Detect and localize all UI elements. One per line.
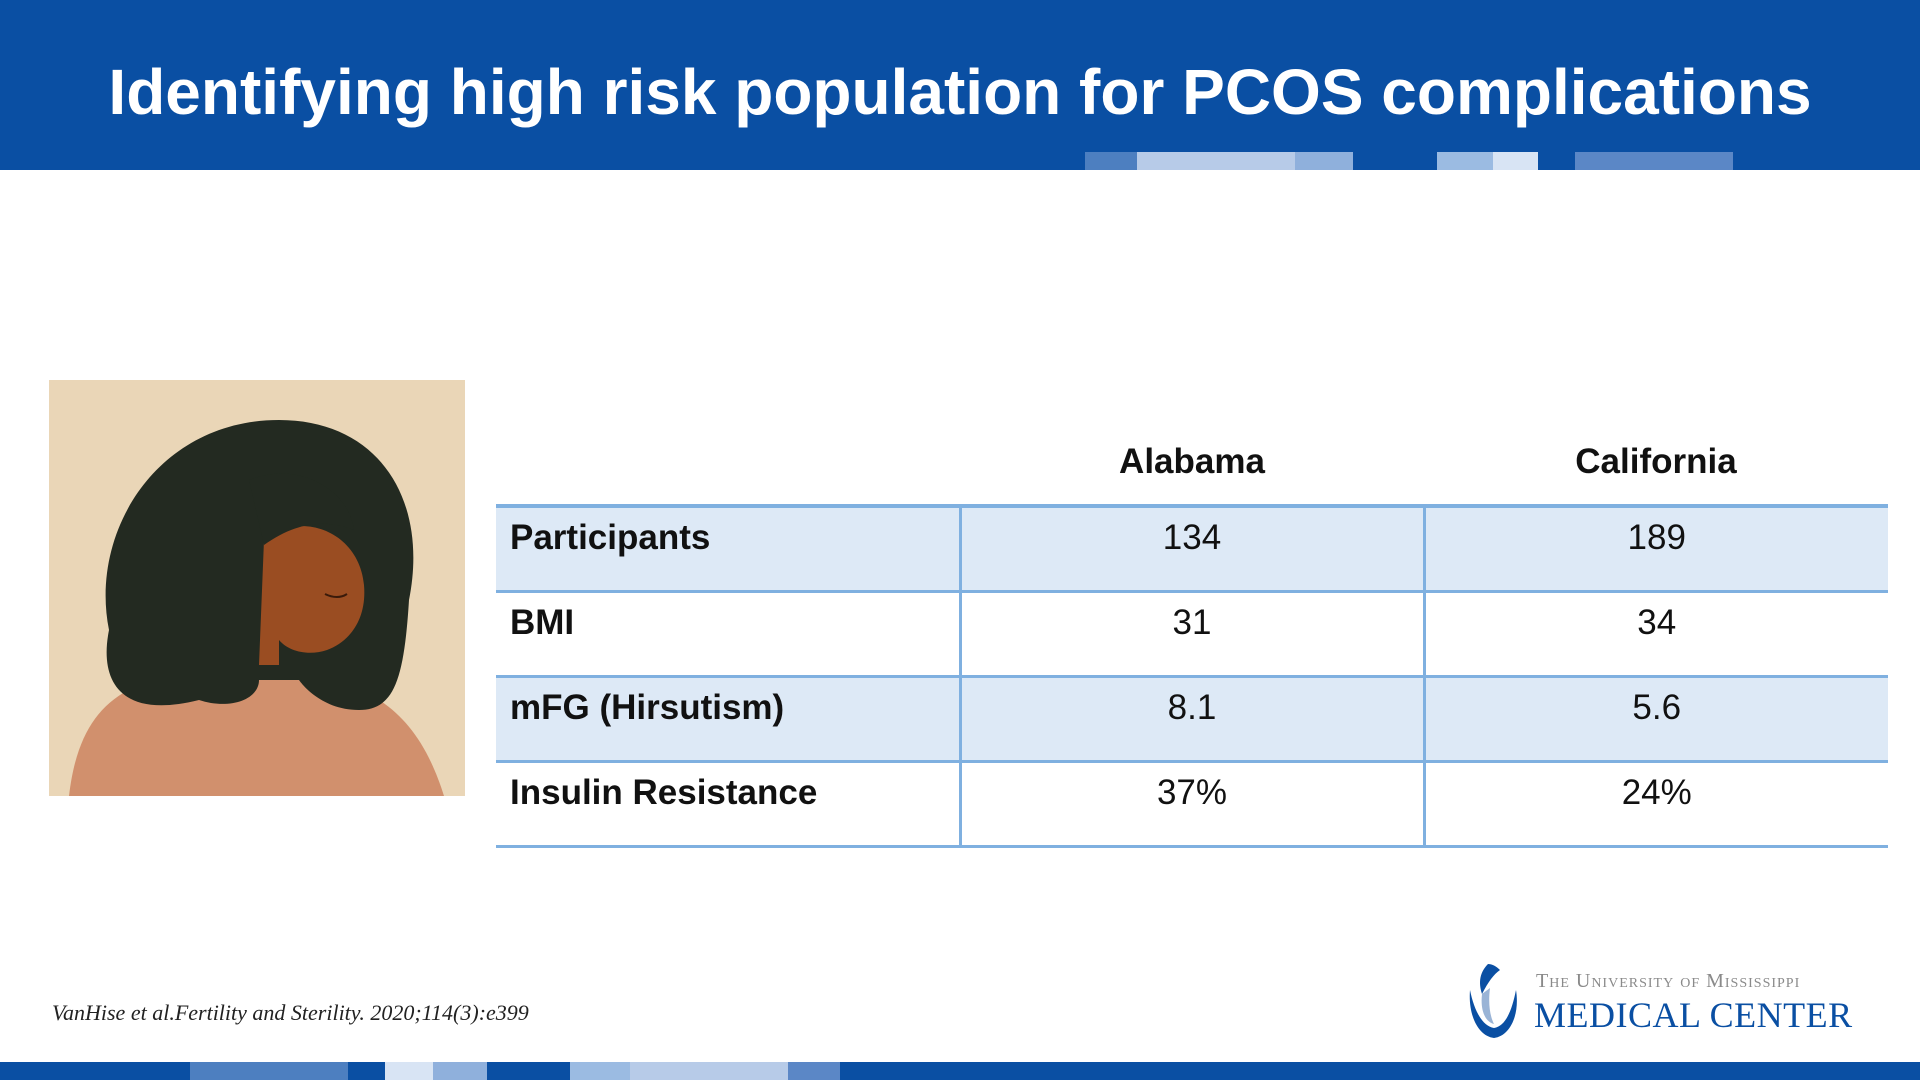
footer-stripe-decoration — [433, 1062, 487, 1080]
header-stripe-decoration — [1575, 152, 1733, 170]
table-row: mFG (Hirsutism) 8.1 5.6 — [496, 676, 1888, 763]
comparison-table: Alabama California Participants 134 189 … — [496, 420, 1888, 848]
alabama-value: 8.1 — [958, 676, 1424, 763]
header-blank — [496, 420, 960, 508]
logo-mark-icon — [1469, 964, 1517, 1038]
header-stripe-decoration — [1295, 152, 1353, 170]
table-row: BMI 31 34 — [496, 591, 1888, 678]
citation: VanHise et al.Fertility and Sterility. 2… — [52, 1000, 529, 1025]
logo-university-name: The University of Mississippi — [1536, 970, 1801, 992]
alabama-value: 134 — [958, 506, 1424, 593]
california-value: 5.6 — [1422, 676, 1888, 763]
footer-stripe-decoration — [190, 1062, 348, 1080]
footer-stripe-decoration — [385, 1062, 433, 1080]
header-stripe-decoration — [1437, 152, 1493, 170]
row-label: Participants — [496, 506, 960, 593]
california-value: 34 — [1422, 591, 1888, 678]
california-value: 189 — [1422, 506, 1888, 593]
header-stripe-decoration — [1493, 152, 1538, 170]
footer-stripe-decoration — [788, 1062, 840, 1080]
california-value: 24% — [1422, 761, 1888, 848]
table-header-row: Alabama California — [496, 420, 1888, 508]
woman-portrait-illustration — [49, 380, 465, 796]
table-row: Insulin Resistance 37% 24% — [496, 761, 1888, 848]
alabama-value: 37% — [958, 761, 1424, 848]
row-label: Insulin Resistance — [496, 761, 960, 848]
header-california: California — [1424, 420, 1888, 508]
slide-title: Identifying high risk population for PCO… — [108, 56, 1812, 128]
row-label: mFG (Hirsutism) — [496, 676, 960, 763]
header-stripe-decoration — [1085, 152, 1137, 170]
footer-stripe-decoration — [630, 1062, 788, 1080]
table-row: Participants 134 189 — [496, 506, 1888, 593]
alabama-value: 31 — [958, 591, 1424, 678]
header-alabama: Alabama — [960, 420, 1424, 508]
title-banner — [0, 0, 1920, 170]
umc-logo: The University of Mississippi MEDICAL CE… — [1460, 960, 1860, 1050]
logo-medical-center: MEDICAL CENTER — [1534, 995, 1853, 1035]
footer-stripe-decoration — [570, 1062, 630, 1080]
row-label: BMI — [496, 591, 960, 678]
header-stripe-decoration — [1137, 152, 1295, 170]
